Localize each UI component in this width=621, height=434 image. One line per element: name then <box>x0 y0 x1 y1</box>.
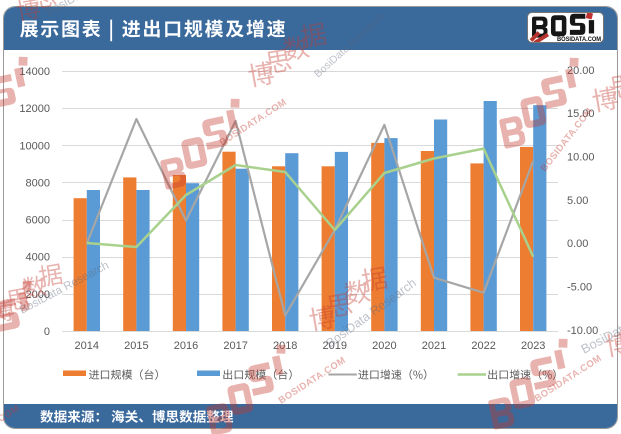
svg-text:6000: 6000 <box>26 215 50 227</box>
svg-text:2017: 2017 <box>223 340 247 352</box>
svg-text:2022: 2022 <box>471 340 495 352</box>
svg-text:14000: 14000 <box>19 66 50 78</box>
svg-text:0: 0 <box>44 326 50 338</box>
svg-text:-10.00: -10.00 <box>567 325 598 337</box>
svg-text:2000: 2000 <box>26 289 50 301</box>
svg-text:BosiData Research: BosiData Research <box>324 276 419 351</box>
svg-text:2021: 2021 <box>422 340 446 352</box>
svg-text:2015: 2015 <box>124 340 148 352</box>
svg-text:2016: 2016 <box>174 340 198 352</box>
svg-text:20.00: 20.00 <box>567 65 595 77</box>
svg-text:BOSIDATA.COM: BOSIDATA.COM <box>218 97 289 149</box>
svg-text:2023: 2023 <box>521 340 545 352</box>
svg-text:2014: 2014 <box>75 340 99 352</box>
svg-text:10.00: 10.00 <box>567 152 595 164</box>
svg-text:BOSIDATA.COM: BOSIDATA.COM <box>0 403 22 434</box>
svg-text:BosiData Research: BosiData Research <box>43 0 141 19</box>
svg-text:4000: 4000 <box>26 252 50 264</box>
svg-text:2018: 2018 <box>273 340 297 352</box>
svg-text:0.00: 0.00 <box>567 238 588 250</box>
svg-text:BOSIDATA.COM: BOSIDATA.COM <box>539 106 596 174</box>
svg-text:2019: 2019 <box>323 340 347 352</box>
svg-text:10000: 10000 <box>19 140 50 152</box>
svg-text:5.00: 5.00 <box>567 195 588 207</box>
svg-text:BosiData Research: BosiData Research <box>18 260 111 317</box>
svg-text:BOSIDATA.COM: BOSIDATA.COM <box>277 355 348 407</box>
svg-text:15.00: 15.00 <box>567 108 595 120</box>
svg-text:-5.00: -5.00 <box>567 282 592 294</box>
svg-text:2020: 2020 <box>372 340 396 352</box>
svg-text:12000: 12000 <box>19 103 50 115</box>
svg-text:BosiData Research: BosiData Research <box>312 11 387 81</box>
svg-text:BosiData Research: BosiData Research <box>578 291 621 357</box>
svg-text:8000: 8000 <box>26 177 50 189</box>
